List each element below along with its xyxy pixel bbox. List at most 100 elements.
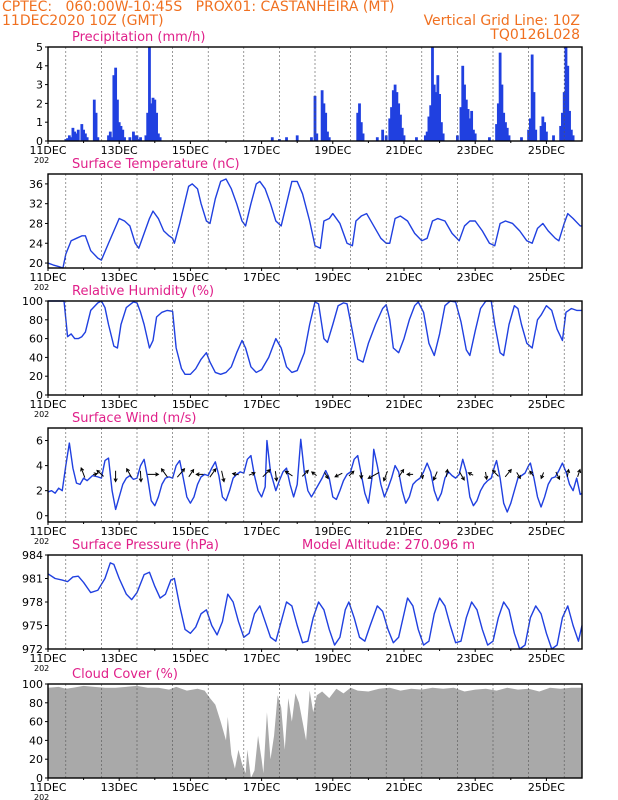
temp-series-line	[47, 178, 582, 269]
precip-bar	[532, 92, 536, 141]
x-tick-label: 23DEC	[457, 271, 494, 284]
x-tick-label: 21DEC	[385, 144, 422, 157]
precip-bar	[83, 133, 87, 141]
x-tick-label: 25DEC	[528, 398, 565, 411]
cloud-title: Cloud Cover (%)	[72, 667, 178, 682]
precip-bar	[381, 129, 385, 141]
precip-bar	[466, 109, 470, 141]
x-tick-label: 21DEC	[385, 652, 422, 665]
y-tick-label: 0	[36, 772, 43, 785]
precip-bar	[384, 135, 388, 141]
wind-direction-arrow	[566, 468, 571, 477]
wind-series-line	[47, 438, 583, 513]
precip-bar	[137, 139, 141, 141]
wind-direction-arrow	[92, 472, 99, 477]
x-tick-label: 21DEC	[385, 525, 422, 538]
x-tick-label: 15DEC	[172, 525, 209, 538]
x-tick-label: 11DEC	[29, 398, 66, 411]
y-tick-label: 80	[29, 697, 43, 710]
precip-bar	[504, 122, 507, 141]
cloud-panel: 0 20 40 60 80 100 11DEC 13DEC 15DEC 17DEC 19DEC 21D…	[22, 667, 583, 800]
precip-bar	[545, 131, 548, 141]
y-tick-label: 2	[36, 485, 43, 498]
wind-direction-arrow	[284, 470, 293, 477]
x-year-fragment: 202	[34, 410, 49, 419]
y-tick-label: 981	[22, 573, 43, 586]
x-year-fragment: 202	[34, 283, 49, 292]
y-tick-label: 24	[29, 237, 43, 250]
precip-bar	[391, 90, 395, 141]
precip-bar	[110, 137, 114, 141]
press-panel: 972 975 978 981 984 11DEC 13DEC 15DEC 17DEC 19DEC…	[22, 538, 583, 673]
precip-bar	[456, 135, 459, 141]
precip-bar	[463, 84, 466, 141]
y-tick-label: 100	[22, 295, 43, 308]
x-tick-label: 23DEC	[457, 781, 494, 794]
precip-bar	[158, 137, 162, 141]
precip-bar	[123, 137, 126, 141]
x-tick-label: 15DEC	[172, 781, 209, 794]
x-tick-label: 11DEC	[29, 781, 66, 794]
wind-direction-arrow	[367, 471, 380, 479]
precip-bar	[564, 47, 568, 141]
y-tick-label: 0	[36, 389, 43, 402]
x-tick-label: 15DEC	[172, 398, 209, 411]
precip-bar	[148, 47, 151, 141]
wind-direction-arrow	[484, 471, 489, 481]
wind-direction-arrow	[398, 468, 405, 478]
precip-bar	[107, 135, 110, 141]
precip-bar	[534, 129, 538, 141]
x-tick-label: 25DEC	[528, 144, 565, 157]
precip-bar	[429, 105, 433, 141]
wind-direction-arrow	[138, 470, 143, 483]
precip-bar	[388, 118, 392, 141]
x-tick-label: 19DEC	[314, 781, 351, 794]
precip-bar	[149, 103, 153, 141]
temp-title: Surface Temperature (nC)	[72, 157, 240, 172]
precip-bar	[96, 137, 100, 141]
precip-bar	[502, 112, 506, 141]
wind-direction-arrow	[176, 468, 186, 478]
precip-bar	[76, 129, 80, 141]
x-year-fragment: 202	[34, 793, 49, 800]
x-tick-label: 25DEC	[528, 271, 565, 284]
x-tick-label: 19DEC	[314, 525, 351, 538]
precip-bar	[322, 103, 326, 141]
y-tick-label: 20	[29, 753, 43, 766]
wind-direction-arrow	[540, 472, 545, 480]
precip-bar	[539, 125, 543, 141]
y-tick-label: 36	[29, 178, 43, 191]
x-tick-label: 19DEC	[314, 144, 351, 157]
y-tick-label: 4	[36, 460, 43, 473]
precip-bar	[495, 124, 498, 141]
y-tick-label: 80	[29, 314, 43, 327]
press-frame	[47, 554, 583, 650]
precip-bar	[356, 112, 360, 141]
precip-title: Precipitation (mm/h)	[72, 30, 205, 45]
precip-bar	[561, 112, 564, 141]
precip-bar	[82, 129, 85, 141]
wind-direction-arrow	[504, 468, 512, 478]
precip-bar	[146, 112, 150, 141]
x-tick-label: 17DEC	[243, 144, 280, 157]
precip-bar	[295, 135, 299, 141]
x-tick-label: 13DEC	[101, 525, 138, 538]
y-tick-label: 984	[22, 549, 43, 562]
precip-bar	[128, 137, 132, 141]
wind-direction-arrow	[80, 467, 86, 478]
precip-bar	[402, 135, 406, 141]
y-tick-label: 2	[36, 97, 43, 110]
y-tick-label: 975	[22, 620, 43, 633]
wind-direction-arrow	[348, 470, 355, 477]
precip-bar	[121, 129, 125, 141]
x-tick-label: 17DEC	[243, 781, 280, 794]
precip-bar	[439, 122, 443, 141]
wind-direction-arrow	[147, 472, 160, 477]
wind-direction-arrow	[382, 471, 388, 482]
x-tick-label: 13DEC	[101, 398, 138, 411]
wind-direction-arrow	[516, 472, 521, 480]
precip-bar	[552, 135, 555, 141]
precip-bar	[71, 127, 75, 141]
cloud-cover-area	[48, 685, 582, 778]
